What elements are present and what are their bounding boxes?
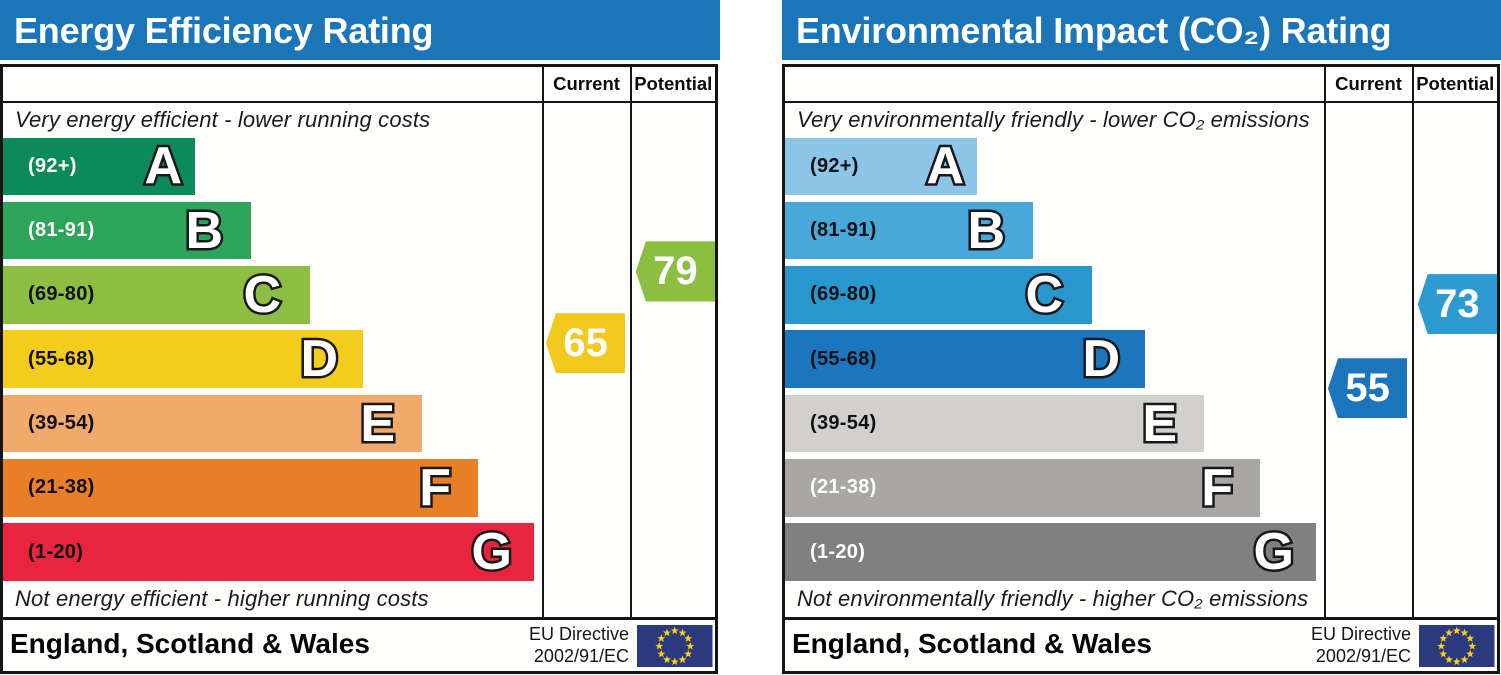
potential-rating-arrow: 73	[1417, 274, 1497, 335]
current-rating-value: 55	[1345, 365, 1390, 410]
potential-column-header: Potential	[1416, 72, 1495, 94]
band-f-range-label: (21-38)	[28, 476, 95, 499]
band-a-letter-fill: A	[144, 137, 182, 196]
band-f-bar: (21-38) F F	[3, 456, 478, 519]
current-column-divider	[1323, 67, 1326, 620]
environmental-impact-title: Environmental Impact (CO₂) Rating	[796, 10, 1392, 51]
band-d-bar: (55-68) D D	[3, 328, 363, 391]
current-column-header: Current	[553, 72, 620, 94]
band-d-range-label: (55-68)	[28, 347, 95, 370]
band-a-letter-outline: A	[924, 135, 967, 198]
footer-region-label: England, Scotland & Wales	[792, 627, 1152, 659]
current-column-header: Current	[1335, 72, 1402, 94]
band-e-letter-fill: E	[360, 394, 395, 453]
band-e-range-label: (39-54)	[28, 412, 95, 435]
footer-divider	[785, 617, 1497, 620]
band-e-bar: (39-54) E E	[3, 392, 422, 455]
band-b-letter-outline: B	[183, 199, 226, 262]
band-a-bar: (92+) A A	[3, 135, 195, 198]
band-d-letter-outline: D	[298, 328, 341, 391]
band-e-letter-outline: E	[1140, 392, 1180, 455]
band-c-letter-outline: C	[1023, 263, 1066, 326]
band-d-letter-outline: D	[1080, 328, 1123, 391]
band-g-range-label: (1-20)	[28, 540, 84, 563]
footer-divider	[3, 617, 715, 620]
eu-flag-icon	[637, 624, 713, 667]
potential-column-divider	[1411, 67, 1414, 620]
band-a-range-label: (92+)	[28, 154, 77, 177]
potential-column-header: Potential	[634, 72, 713, 94]
band-f-letter-outline: F	[417, 456, 454, 519]
band-b-letter-outline: B	[965, 199, 1008, 262]
band-a-letter-fill: A	[926, 137, 964, 196]
current-rating-arrow: 55	[1328, 358, 1408, 419]
energy-efficiency-header: Energy Efficiency Rating	[0, 0, 720, 60]
band-c-bar: (69-80) C C	[3, 263, 310, 326]
bottom-caption: Not environmentally friendly - higher CO…	[797, 586, 1309, 611]
band-g-letter-outline: G	[1251, 521, 1297, 584]
current-column-divider	[541, 67, 544, 620]
current-rating-value: 65	[563, 320, 608, 365]
band-c-letter-fill: C	[243, 265, 281, 324]
band-b-letter-fill: B	[967, 201, 1005, 260]
band-e-range-label: (39-54)	[810, 412, 877, 435]
band-b-range-label: (81-91)	[28, 219, 95, 242]
potential-column-divider	[629, 67, 632, 620]
band-c-range-label: (69-80)	[810, 283, 877, 306]
eu-directive-line2: 2002/91/EC	[1315, 645, 1411, 666]
band-d-letter-fill: D	[300, 330, 338, 389]
band-c-bar: (69-80) C C	[785, 263, 1092, 326]
potential-rating-arrow: 79	[635, 241, 715, 302]
band-a-letter-outline: A	[142, 135, 185, 198]
environmental-impact-panel: Environmental Impact (CO₂) Rating Curren…	[782, 0, 1501, 675]
top-caption: Very environmentally friendly - lower CO…	[797, 106, 1310, 132]
top-caption: Very energy efficient - lower running co…	[15, 106, 431, 132]
band-c-letter-outline: C	[241, 263, 284, 326]
bottom-caption: Not energy efficient - higher running co…	[15, 586, 429, 611]
band-e-bar: (39-54) E E	[785, 392, 1204, 455]
footer-region-label: England, Scotland & Wales	[10, 627, 370, 659]
energy-efficiency-title: Energy Efficiency Rating	[14, 10, 434, 51]
potential-rating-value: 73	[1435, 281, 1480, 326]
band-g-letter-outline: G	[469, 521, 515, 584]
band-b-bar: (81-91) B B	[785, 199, 1033, 262]
band-e-letter-fill: E	[1142, 394, 1177, 453]
energy-efficiency-panel: Energy Efficiency Rating Current Potenti…	[0, 0, 720, 675]
band-f-letter-fill: F	[419, 458, 451, 517]
header-row-line	[3, 100, 715, 103]
band-d-bar: (55-68) D D	[785, 328, 1145, 391]
environmental-impact-header: Environmental Impact (CO₂) Rating	[782, 0, 1501, 60]
band-d-letter-fill: D	[1082, 330, 1120, 389]
eu-flag-icon	[1419, 624, 1495, 667]
band-g-letter-fill: G	[1253, 523, 1294, 582]
band-f-bar: (21-38) F F	[785, 456, 1260, 519]
eu-directive-line1: EU Directive	[528, 624, 629, 645]
band-b-letter-fill: B	[185, 201, 223, 260]
band-d-range-label: (55-68)	[810, 347, 877, 370]
band-g-range-label: (1-20)	[810, 540, 866, 563]
band-a-range-label: (92+)	[810, 154, 859, 177]
band-g-bar: (1-20) G G	[785, 521, 1316, 584]
band-f-letter-outline: F	[1199, 456, 1236, 519]
current-rating-arrow: 65	[546, 313, 626, 374]
eu-directive-line2: 2002/91/EC	[533, 645, 629, 666]
band-a-bar: (92+) A A	[785, 135, 977, 198]
band-f-letter-fill: F	[1201, 458, 1233, 517]
band-c-letter-fill: C	[1025, 265, 1063, 324]
eu-directive-label: EU Directive 2002/91/EC	[1211, 620, 1411, 671]
band-b-range-label: (81-91)	[810, 219, 877, 242]
header-row-line	[785, 100, 1497, 103]
band-f-range-label: (21-38)	[810, 476, 877, 499]
band-e-letter-outline: E	[358, 392, 398, 455]
potential-rating-value: 79	[653, 248, 698, 293]
eu-directive-label: EU Directive 2002/91/EC	[429, 620, 629, 671]
band-b-bar: (81-91) B B	[3, 199, 251, 262]
eu-directive-line1: EU Directive	[1310, 624, 1411, 645]
band-g-bar: (1-20) G G	[3, 521, 534, 584]
band-g-letter-fill: G	[471, 523, 512, 582]
band-c-range-label: (69-80)	[28, 283, 95, 306]
